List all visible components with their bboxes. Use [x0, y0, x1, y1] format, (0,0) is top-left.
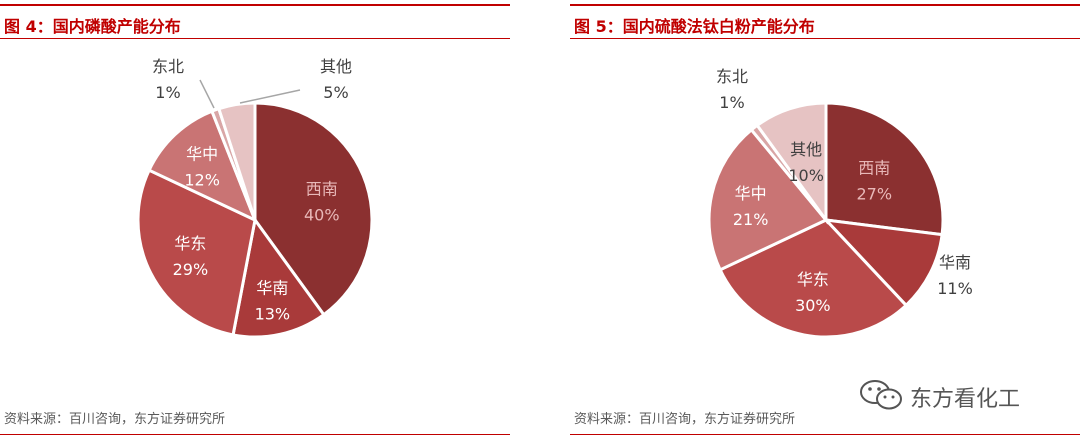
pie-slice-华中: [707, 127, 829, 272]
chart-title: 图 4：国内磷酸产能分布: [4, 17, 181, 36]
slice-label: 华东: [797, 270, 829, 289]
slice-value-label: 10%: [788, 166, 824, 185]
slice-value-label: 11%: [937, 279, 973, 298]
slice-label: 华中: [186, 145, 218, 164]
pie-slice-其他: [216, 101, 257, 221]
pie-slice-西南: [824, 101, 945, 237]
pie-slice-其他: [755, 101, 828, 225]
pie-slice-华中: [147, 109, 258, 223]
slice-label: 华南: [939, 253, 971, 272]
slice-label: 东北: [152, 57, 184, 76]
pie-slice-西南: [253, 101, 374, 317]
chart-panel-titanium-dioxide: 图 5：国内硫酸法钛白粉产能分布 西南 27% 华南 11% 华东 30% 华中 21% 东北 1…: [570, 0, 1080, 443]
title-bar: 图 4：国内磷酸产能分布: [0, 4, 510, 39]
watermark-text: 东方看化工: [910, 387, 1021, 412]
slice-value-label: 1%: [155, 83, 180, 102]
slice-value-label: 21%: [733, 210, 769, 229]
source-bar: 资料来源：百川咨询，东方证券研究所: [0, 402, 510, 435]
source-note: 资料来源：百川咨询，东方证券研究所: [574, 412, 796, 427]
slice-label: 西南: [858, 158, 890, 177]
slice-value-label: 1%: [719, 93, 744, 112]
watermark: 东方看化工: [858, 378, 1058, 412]
slice-label: 华南: [256, 279, 288, 298]
slice-value-label: 29%: [173, 260, 209, 279]
wechat-icon: [860, 380, 902, 410]
slice-value-label: 27%: [856, 184, 892, 203]
leader-line: [199, 79, 215, 109]
pie-chart: 西南 40% 华南 13% 华东 29% 华中 12% 东北 1% 其他 5%: [136, 57, 374, 339]
source-bar: 资料来源：百川咨询，东方证券研究所: [570, 402, 1080, 435]
title-bar: 图 5：国内硫酸法钛白粉产能分布: [570, 4, 1080, 39]
pie-slice-华南: [822, 217, 944, 308]
chart-title: 图 5：国内硫酸法钛白粉产能分布: [574, 17, 815, 36]
leader-line: [239, 89, 301, 104]
slice-value-label: 40%: [304, 205, 340, 224]
slice-label: 华中: [735, 184, 767, 203]
slice-value-label: 13%: [255, 305, 291, 324]
slice-label: 东北: [716, 67, 748, 86]
pie-slice-华南: [231, 216, 326, 339]
slice-label: 其他: [320, 57, 352, 76]
chart-panel-phosphoric-acid: 图 4：国内磷酸产能分布 西南 40% 华南 13% 华东 29% 华中 12% 东北 1% 其他 5…: [0, 0, 510, 443]
pie-chart: 西南 27% 华南 11% 华东 30% 华中 21% 东北 1% 其他 10%: [707, 67, 973, 339]
slice-label: 西南: [306, 179, 338, 198]
slice-label: 华东: [174, 234, 206, 253]
slice-value-label: 5%: [323, 83, 348, 102]
slice-label: 其他: [790, 140, 822, 159]
pie-slice-华东: [136, 168, 257, 337]
slice-value-label: 30%: [795, 296, 831, 315]
source-note: 资料来源：百川咨询，东方证券研究所: [4, 412, 226, 427]
slice-value-label: 12%: [184, 171, 220, 190]
